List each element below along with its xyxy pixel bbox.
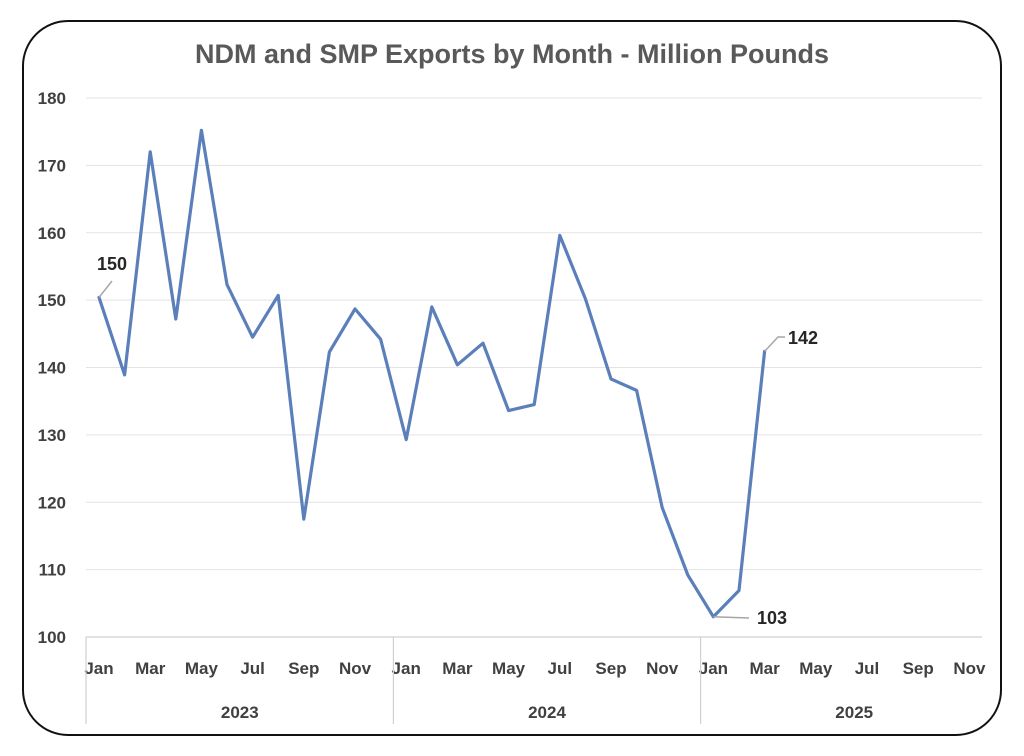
chart-frame <box>22 20 1002 736</box>
data-label-leader <box>713 616 750 619</box>
x-tick-label: May <box>185 659 219 678</box>
year-label: 2023 <box>221 703 259 722</box>
x-tick-label: Sep <box>595 659 626 678</box>
y-tick-label: 110 <box>39 561 66 580</box>
x-tick-label: Nov <box>646 659 679 678</box>
y-tick-label: 170 <box>38 156 66 175</box>
year-label: 2025 <box>835 703 873 722</box>
x-tick-label: Sep <box>903 659 934 678</box>
x-tick-label: Jan <box>84 659 113 678</box>
x-tick-label: May <box>799 659 833 678</box>
x-tick-label: Nov <box>953 659 986 678</box>
data-label-leader <box>98 280 113 298</box>
y-tick-label: 150 <box>38 291 66 310</box>
data-label: 103 <box>757 608 787 628</box>
x-tick-label: Jan <box>392 659 421 678</box>
y-tick-label: 160 <box>38 224 66 243</box>
series-line <box>97 128 767 619</box>
y-tick-label: 120 <box>38 493 66 512</box>
x-tick-label: May <box>492 659 526 678</box>
y-tick-label: 140 <box>38 359 66 378</box>
chart-title: NDM and SMP Exports by Month - Million P… <box>195 39 829 69</box>
y-tick-label: 180 <box>38 89 66 108</box>
data-label: 150 <box>97 254 127 274</box>
x-tick-label: Jul <box>548 659 573 678</box>
x-tick-label: Jul <box>240 659 265 678</box>
year-label: 2024 <box>528 703 566 722</box>
x-tick-label: Jan <box>699 659 728 678</box>
y-tick-label: 130 <box>38 426 66 445</box>
x-tick-label: Sep <box>288 659 319 678</box>
x-tick-label: Jul <box>855 659 880 678</box>
x-tick-label: Nov <box>339 659 372 678</box>
data-label-leader <box>764 336 785 352</box>
x-tick-label: Mar <box>749 659 780 678</box>
data-label: 142 <box>788 328 818 348</box>
y-tick-label: 100 <box>38 628 66 647</box>
x-tick-label: Mar <box>135 659 166 678</box>
x-tick-label: Mar <box>442 659 473 678</box>
